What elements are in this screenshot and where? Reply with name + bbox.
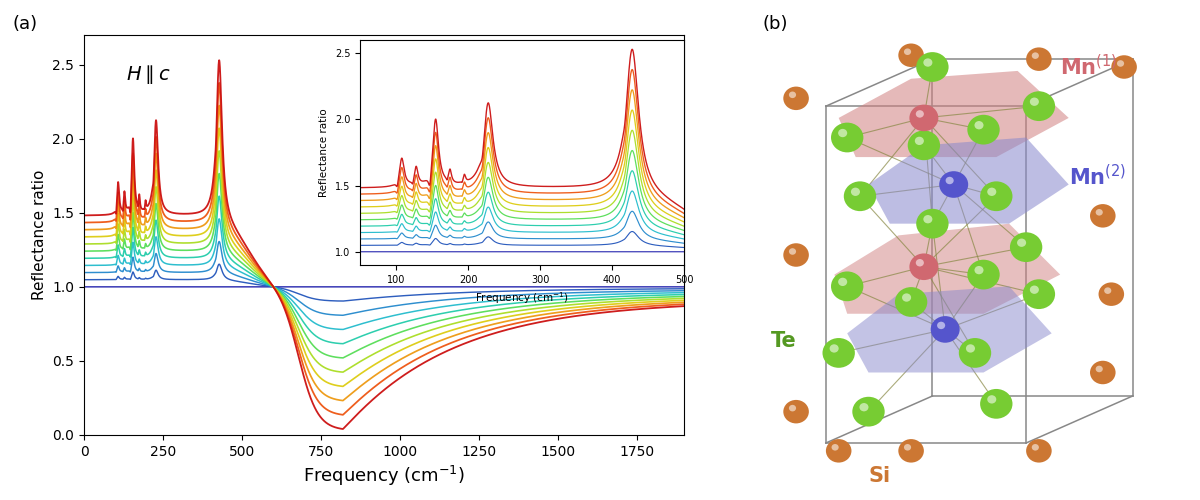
Circle shape bbox=[1026, 439, 1051, 462]
Circle shape bbox=[946, 177, 954, 184]
Circle shape bbox=[1032, 52, 1039, 59]
Circle shape bbox=[937, 322, 946, 329]
X-axis label: Frequency (cm$^{-1}$): Frequency (cm$^{-1}$) bbox=[475, 290, 569, 306]
Circle shape bbox=[826, 439, 852, 462]
Polygon shape bbox=[839, 71, 1069, 157]
Circle shape bbox=[980, 389, 1013, 418]
Circle shape bbox=[1090, 361, 1116, 384]
Circle shape bbox=[931, 316, 960, 342]
Circle shape bbox=[784, 86, 809, 110]
Circle shape bbox=[910, 254, 938, 280]
Circle shape bbox=[966, 344, 974, 352]
Circle shape bbox=[974, 121, 984, 130]
Circle shape bbox=[899, 439, 924, 462]
Circle shape bbox=[967, 115, 1000, 144]
Circle shape bbox=[980, 182, 1013, 211]
Legend: 0.0 T, 1.0 T, 2.0 T, 3.0 T, 5.0 T, 7.0 T, 9.0 T, 10.0 T, 11.0 T, 14.0 T, 17.5 T: 0.0 T, 1.0 T, 2.0 T, 3.0 T, 5.0 T, 7.0 T… bbox=[595, 49, 676, 239]
Text: Mn$^{(2)}$: Mn$^{(2)}$ bbox=[1069, 164, 1126, 190]
Circle shape bbox=[1117, 60, 1124, 67]
Circle shape bbox=[1096, 209, 1103, 216]
Circle shape bbox=[852, 397, 884, 426]
Circle shape bbox=[904, 444, 911, 450]
Circle shape bbox=[910, 104, 938, 131]
Circle shape bbox=[1026, 48, 1051, 71]
Polygon shape bbox=[834, 224, 1061, 314]
Circle shape bbox=[829, 344, 839, 352]
Circle shape bbox=[1098, 282, 1124, 306]
Circle shape bbox=[988, 188, 996, 196]
Circle shape bbox=[851, 188, 860, 196]
Circle shape bbox=[788, 92, 796, 98]
Circle shape bbox=[988, 395, 996, 404]
Text: Mn$^{(1)}$: Mn$^{(1)}$ bbox=[1061, 54, 1117, 80]
Text: $H \parallel c$: $H \parallel c$ bbox=[126, 63, 170, 86]
Text: Si: Si bbox=[869, 466, 890, 486]
Circle shape bbox=[832, 444, 839, 450]
Polygon shape bbox=[847, 286, 1051, 372]
Circle shape bbox=[844, 182, 876, 211]
Circle shape bbox=[1010, 232, 1043, 262]
Circle shape bbox=[916, 110, 924, 118]
Circle shape bbox=[1030, 286, 1039, 294]
Circle shape bbox=[788, 248, 796, 255]
Circle shape bbox=[895, 287, 928, 317]
Circle shape bbox=[902, 294, 911, 302]
Circle shape bbox=[940, 171, 968, 198]
Circle shape bbox=[959, 338, 991, 368]
Circle shape bbox=[1022, 280, 1055, 309]
Circle shape bbox=[838, 129, 847, 137]
Circle shape bbox=[788, 405, 796, 411]
Circle shape bbox=[859, 403, 869, 411]
Circle shape bbox=[784, 244, 809, 267]
Circle shape bbox=[1111, 55, 1136, 78]
Polygon shape bbox=[869, 138, 1069, 224]
Circle shape bbox=[832, 122, 863, 152]
Circle shape bbox=[974, 266, 984, 274]
Circle shape bbox=[917, 52, 948, 82]
Circle shape bbox=[832, 272, 863, 301]
X-axis label: Frequency (cm$^{-1}$): Frequency (cm$^{-1}$) bbox=[304, 464, 464, 488]
Circle shape bbox=[1030, 98, 1039, 106]
Circle shape bbox=[1032, 444, 1039, 450]
Circle shape bbox=[907, 130, 940, 160]
Circle shape bbox=[1018, 238, 1026, 247]
Circle shape bbox=[838, 278, 847, 286]
Circle shape bbox=[822, 338, 854, 368]
Text: Te: Te bbox=[770, 331, 797, 351]
Text: (b): (b) bbox=[762, 15, 787, 33]
Circle shape bbox=[967, 260, 1000, 290]
Circle shape bbox=[917, 209, 948, 238]
Circle shape bbox=[904, 48, 911, 55]
Circle shape bbox=[1090, 204, 1116, 228]
Circle shape bbox=[1022, 92, 1055, 121]
Circle shape bbox=[914, 136, 924, 145]
Circle shape bbox=[899, 44, 924, 67]
Y-axis label: Reflectance ratio: Reflectance ratio bbox=[319, 108, 329, 197]
Circle shape bbox=[923, 58, 932, 66]
Circle shape bbox=[923, 215, 932, 224]
Text: (a): (a) bbox=[12, 15, 37, 33]
Circle shape bbox=[784, 400, 809, 423]
Circle shape bbox=[1104, 288, 1111, 294]
Circle shape bbox=[916, 259, 924, 266]
Circle shape bbox=[1096, 366, 1103, 372]
Y-axis label: Reflectance ratio: Reflectance ratio bbox=[31, 170, 47, 300]
